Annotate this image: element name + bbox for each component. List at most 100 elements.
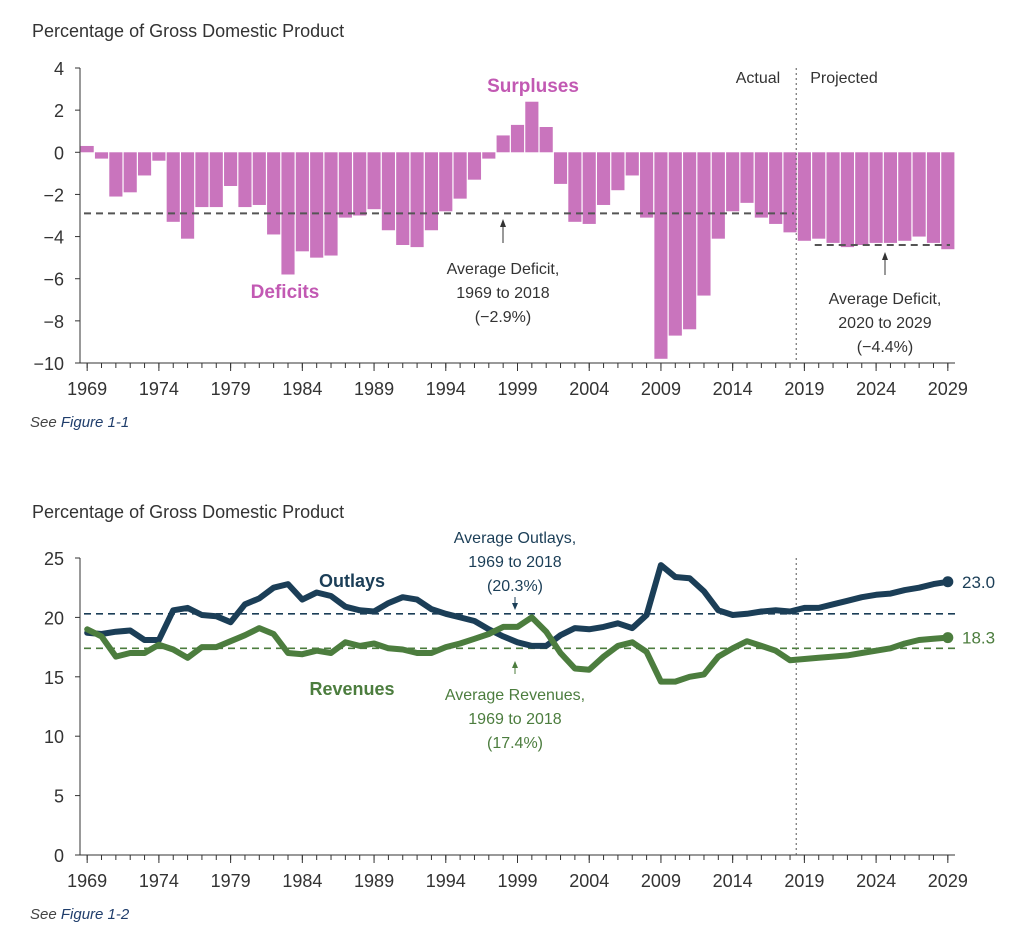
surpluses-label: Surpluses: [487, 76, 579, 97]
x-tick-label: 2014: [713, 379, 753, 399]
x-tick-label: 2004: [569, 379, 609, 399]
y-tick-label: −4: [43, 228, 64, 248]
x-tick-label: 1984: [282, 871, 322, 891]
avg-outlays-label-1: Average Outlays,: [454, 530, 576, 547]
chart1-source-prefix: See: [30, 414, 61, 431]
bar-1985: [310, 152, 324, 258]
bar-2006: [611, 152, 625, 191]
bar-1999: [510, 124, 525, 153]
avg-hist-arrowhead: [500, 219, 506, 227]
bar-1997: [482, 152, 496, 159]
revenues-series-label: Revenues: [309, 679, 394, 699]
bar-1973: [137, 152, 152, 176]
x-tick-label: 2009: [641, 871, 681, 891]
bar-1984: [295, 152, 309, 252]
bar-2004: [582, 152, 596, 224]
x-tick-label: 2019: [784, 379, 824, 399]
bar-2024: [869, 152, 883, 243]
bar-2021: [826, 152, 840, 243]
y-tick-label: −2: [43, 185, 64, 205]
figure-1-2-link[interactable]: Figure 1-2: [60, 906, 130, 923]
bar-1972: [123, 152, 137, 193]
outlays-series-label: Outlays: [319, 571, 385, 591]
bar-2027: [912, 152, 926, 237]
avg-proj-label-1: Average Deficit,: [829, 291, 942, 308]
x-tick-label: 1994: [426, 379, 466, 399]
x-tick-label: 1979: [211, 871, 251, 891]
bar-2025: [883, 152, 898, 243]
bar-1988: [353, 152, 367, 216]
bar-2009: [654, 152, 668, 359]
bar-2001: [539, 127, 553, 153]
y-tick-label: 4: [54, 59, 64, 79]
bar-2005: [596, 152, 611, 205]
x-tick-label: 1979: [211, 379, 251, 399]
bar-2023: [855, 152, 869, 245]
bar-2018: [783, 152, 797, 233]
bar-1976: [181, 152, 195, 239]
x-tick-label: 2024: [856, 871, 896, 891]
avg-proj-label-3: (−4.4%): [857, 339, 913, 356]
bar-1996: [467, 152, 482, 180]
bar-1995: [453, 152, 467, 199]
avg-hist-label-1: Average Deficit,: [447, 261, 560, 278]
avg-proj-arrowhead: [882, 252, 888, 260]
x-tick-label: 1974: [139, 871, 179, 891]
figure-1-1-link[interactable]: Figure 1-1: [60, 414, 130, 431]
avg-hist-label-2: 1969 to 2018: [456, 285, 550, 302]
y-tick-label: 0: [54, 143, 64, 163]
x-tick-label: 1999: [497, 871, 537, 891]
bar-2014: [726, 152, 740, 212]
bar-2010: [668, 152, 682, 336]
bar-1971: [109, 152, 123, 197]
bar-2016: [754, 152, 768, 218]
bar-2000: [525, 101, 539, 153]
chart2-title: Percentage of Gross Domestic Product: [32, 502, 345, 522]
bar-1970: [94, 152, 109, 159]
outlays-line-endpoint: [942, 576, 954, 588]
y-tick-label: 2: [54, 101, 64, 121]
revenues-line-endpoint: [942, 632, 954, 644]
avg-revenues-arrowhead: [512, 661, 518, 668]
y-tick-label: 0: [54, 846, 64, 866]
bar-1991: [396, 152, 410, 245]
y-tick-label: −8: [43, 312, 64, 332]
bar-1994: [439, 152, 453, 212]
avg-revenues-label-2: 1969 to 2018: [468, 711, 562, 728]
bar-2012: [697, 152, 711, 296]
avg-outlays-label-2: 1969 to 2018: [468, 554, 562, 571]
bar-2002: [553, 152, 568, 184]
bar-2013: [711, 152, 725, 239]
bar-1977: [195, 152, 209, 208]
x-tick-label: 1999: [497, 379, 537, 399]
x-tick-label: 1969: [67, 379, 107, 399]
avg-revenues-label-1: Average Revenues,: [445, 687, 585, 704]
bar-2019: [797, 152, 811, 241]
x-tick-label: 2014: [713, 871, 753, 891]
avg-hist-label-3: (−2.9%): [475, 309, 531, 326]
bar-1990: [381, 152, 395, 231]
bar-2015: [740, 152, 754, 203]
outlays-end-value: 23.0: [962, 573, 995, 592]
y-tick-label: 25: [44, 549, 64, 569]
x-tick-label: 2029: [928, 871, 968, 891]
bar-1969: [80, 145, 94, 153]
y-tick-label: −6: [43, 270, 64, 290]
x-tick-label: 1969: [67, 871, 107, 891]
x-tick-label: 2004: [569, 871, 609, 891]
bar-1992: [410, 152, 424, 248]
y-tick-label: 20: [44, 608, 64, 628]
bar-2022: [840, 152, 854, 248]
x-tick-label: 1989: [354, 379, 394, 399]
x-tick-label: 2029: [928, 379, 968, 399]
bar-2008: [640, 152, 654, 218]
chart1-title: Percentage of Gross Domestic Product: [32, 21, 345, 41]
revenues-end-value: 18.3: [962, 629, 995, 648]
bar-2020: [812, 152, 826, 239]
y-tick-label: 5: [54, 787, 64, 807]
bar-2029: [941, 152, 955, 250]
bar-1987: [338, 152, 352, 218]
bar-1983: [281, 152, 295, 275]
bar-1980: [238, 152, 252, 208]
